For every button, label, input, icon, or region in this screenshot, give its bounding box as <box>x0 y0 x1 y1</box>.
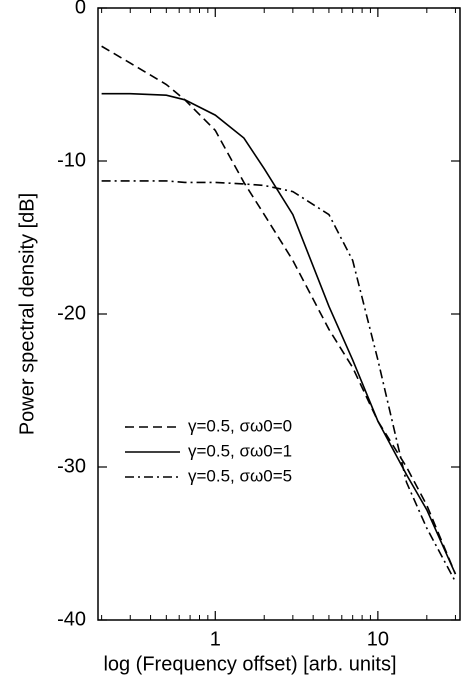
y-tick-label: -30 <box>57 455 86 477</box>
legend-label: γ=0.5, σω0=5 <box>188 466 292 485</box>
legend-label: γ=0.5, σω0=0 <box>188 416 292 435</box>
x-axis-label: log (Frequency offset) [arb. units] <box>103 653 396 675</box>
y-tick-label: -40 <box>57 608 86 630</box>
series-line <box>101 92 457 575</box>
x-tick-label: 10 <box>367 628 389 650</box>
y-tick-label: -10 <box>57 149 86 171</box>
series-line <box>101 45 457 575</box>
y-tick-label: -20 <box>57 302 86 324</box>
series-line <box>101 180 457 583</box>
y-tick-label: 0 <box>75 0 86 18</box>
legend-label: γ=0.5, σω0=1 <box>188 441 292 460</box>
x-tick-label: 1 <box>210 628 221 650</box>
y-axis-label: Power spectral density [dB] <box>16 193 38 435</box>
plot-frame <box>97 7 461 621</box>
